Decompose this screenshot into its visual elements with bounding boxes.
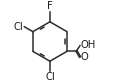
Text: F: F: [47, 1, 53, 11]
Text: O: O: [80, 52, 88, 62]
Text: OH: OH: [80, 40, 96, 50]
Text: Cl: Cl: [14, 22, 24, 32]
Text: Cl: Cl: [45, 72, 55, 82]
